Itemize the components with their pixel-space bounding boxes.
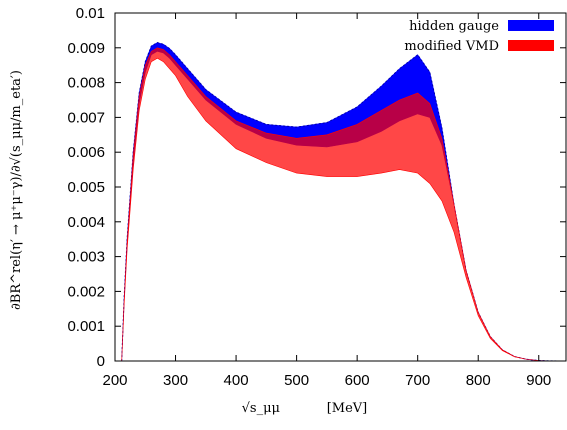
x-axis-unit: [MeV]: [327, 401, 368, 416]
y-tick-label: 0.008: [67, 75, 105, 92]
legend: hidden gauge modified VMD: [404, 19, 554, 54]
y-tick-label: 0.004: [67, 214, 105, 231]
x-tick-label: 200: [102, 372, 127, 389]
x-tick-label: 700: [405, 372, 430, 389]
y-tick-label: 0.009: [67, 40, 105, 57]
band-edge-hidden-gauge: [121, 42, 567, 362]
x-tick-label: 800: [466, 372, 491, 389]
x-tick-label: 500: [284, 372, 309, 389]
legend-label-hidden-gauge: hidden gauge: [409, 19, 499, 34]
y-tick-label: 0.002: [67, 283, 105, 300]
legend-swatch-modified-vmd: [508, 40, 554, 51]
data-bands: [121, 42, 567, 362]
x-tick-label: 900: [526, 372, 551, 389]
x-axis-ticks: 200 300 400 500 600 700 800 900: [102, 13, 551, 389]
y-tick-label: 0.01: [76, 5, 105, 22]
y-tick-label: 0: [97, 353, 105, 370]
y-tick-label: 0.007: [67, 109, 105, 126]
y-axis-label: ∂BR^rel(η′ → μ⁺μ⁻γ)/∂√(s_μμ/m_eta′): [9, 70, 24, 310]
x-tick-label: 400: [224, 372, 249, 389]
legend-label-modified-vmd: modified VMD: [404, 39, 499, 54]
legend-swatch-hidden-gauge: [508, 20, 554, 31]
y-tick-label: 0.006: [67, 144, 105, 161]
y-tick-label: 0.001: [67, 318, 105, 335]
y-tick-label: 0.005: [67, 179, 105, 196]
band-modified-vmd: [121, 47, 567, 362]
y-axis-ticks: 0 0.001 0.002 0.003 0.004 0.005 0.006 0.007 0.00…: [67, 5, 566, 370]
x-tick-label: 300: [163, 372, 188, 389]
x-axis-title: √s_μμ [MeV]: [242, 401, 368, 416]
x-axis-label: √s_μμ: [242, 401, 280, 416]
y-tick-label: 0.003: [67, 249, 105, 266]
x-tick-label: 600: [345, 372, 370, 389]
